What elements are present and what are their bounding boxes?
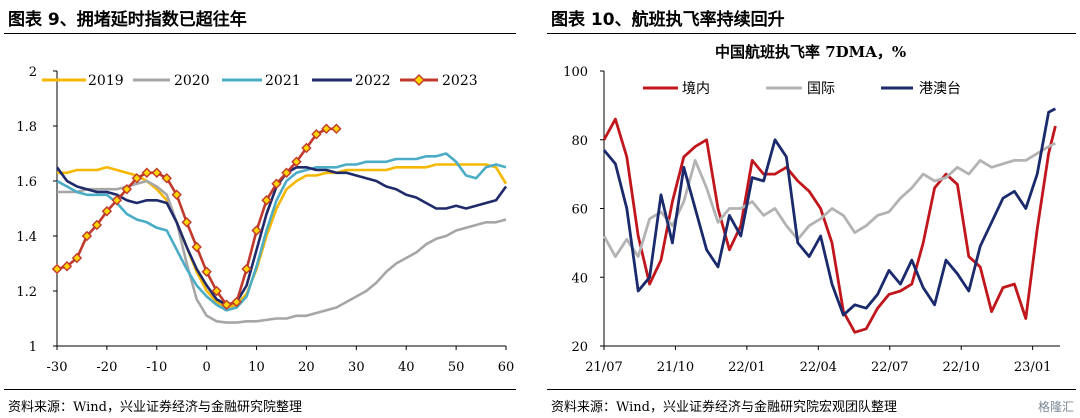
x-tick-label: 20: [298, 360, 315, 375]
y-tick-label: 100: [563, 65, 588, 80]
legend-label-2022: 2022: [355, 73, 391, 89]
legend-label-2020: 2020: [174, 73, 210, 89]
data-point-2023: [311, 129, 322, 140]
data-point-2023: [71, 252, 83, 264]
x-tick-label: 21/07: [585, 360, 622, 375]
y-tick-label: 1.6: [16, 175, 37, 190]
figure-panel-traffic-index: 图表 9、拥堵延时指数已超往年 1 1.2 1.4 1.6 1.8 2 -30 -20 -10 0…: [0, 0, 520, 418]
x-tick-label: 22/10: [942, 360, 979, 375]
source-rule: [4, 389, 516, 390]
data-point-2023: [101, 206, 113, 217]
x-tick-label: 10: [248, 360, 265, 375]
series-line-2019: [57, 163, 508, 309]
y-tick-label: 1.4: [16, 230, 37, 245]
series-line-2020: [57, 179, 507, 324]
x-tick-label: 22/01: [728, 360, 765, 375]
x-tick-label: 60: [498, 360, 515, 375]
watermark-logo: 格隆汇: [1037, 400, 1074, 414]
x-tick-label: 21/10: [657, 360, 694, 375]
data-point-2023: [51, 263, 63, 275]
series-line-境内: [602, 117, 1057, 334]
data-point-2023: [271, 178, 282, 189]
data-point-2023: [261, 195, 272, 206]
y-tick-label: 60: [571, 203, 588, 218]
figure-source: 资料来源：Wind，兴业证券经济与金融研究院整理: [8, 400, 302, 415]
data-point-2023: [281, 167, 292, 178]
data-point-2023: [291, 156, 302, 167]
legend-label-港澳台: 港澳台: [919, 81, 961, 97]
data-point-2023: [251, 225, 262, 236]
legend-label-2021: 2021: [265, 73, 301, 89]
legend-label-2019: 2019: [88, 73, 124, 89]
series-line-国际: [602, 141, 1057, 258]
source-rule: [547, 389, 1076, 390]
figure-panel-flight-rate: 图表 10、航班执飞率持续回升 中国航班执飞率 7DMA，% 20 40 60 80 10…: [543, 0, 1080, 418]
data-point-2023: [301, 142, 312, 154]
data-point-2023: [181, 217, 192, 228]
title-rule: [547, 33, 1076, 34]
data-point-2023: [171, 189, 182, 200]
data-point-2023: [161, 173, 172, 184]
data-point-2023: [151, 167, 162, 178]
x-tick-label: 30: [348, 360, 365, 375]
y-tick-label: 1.2: [16, 285, 37, 300]
x-tick-label: 40: [398, 360, 415, 375]
x-tick-label: -30: [47, 360, 68, 375]
data-point-2023: [201, 266, 212, 277]
data-point-2023: [61, 261, 73, 272]
data-point-2023: [211, 285, 222, 297]
legend-label-国际: 国际: [807, 81, 835, 97]
data-point-2023: [241, 263, 252, 275]
data-point-2023: [321, 123, 332, 134]
y-tick-label: 1.8: [16, 120, 37, 135]
x-tick-label: 22/04: [800, 360, 837, 375]
data-point-2023: [191, 241, 202, 253]
title-rule: [4, 33, 516, 34]
chart-flight-rate: 中国航班执飞率 7DMA，% 20 40 60 80 100 21/07 21/10 22/01…: [563, 43, 1060, 375]
figure-title: 图表 9、拥堵延时指数已超往年: [8, 10, 247, 30]
data-point-2023: [221, 299, 232, 310]
x-tick-label: -20: [96, 360, 117, 375]
y-tick-label: 40: [571, 271, 588, 286]
x-tick-label: 22/07: [871, 360, 908, 375]
figure-title: 图表 10、航班执飞率持续回升: [551, 10, 785, 30]
legend-label-境内: 境内: [682, 81, 710, 97]
y-tick-label: 2: [29, 65, 37, 80]
chart-traffic-index: 1 1.2 1.4 1.6 1.8 2 -30 -20 -10 0 10 20 30 40 50 60 2019…: [16, 65, 515, 375]
legend-label-2023: 2023: [442, 73, 478, 89]
figure-source: 资料来源：Wind，兴业证券经济与金融研究院宏观团队整理: [551, 400, 897, 415]
x-tick-label: 23/01: [1014, 360, 1051, 375]
data-point-2023: [231, 296, 242, 308]
data-point-2023: [121, 184, 133, 195]
series-line-2023: [56, 127, 337, 307]
y-tick-label: 1: [29, 340, 37, 355]
series-line-港澳台: [602, 107, 1057, 317]
legend-marker-2023: [413, 74, 425, 86]
data-point-2023: [81, 230, 93, 242]
data-point-2023: [141, 167, 152, 178]
y-tick-label: 80: [571, 134, 588, 149]
chart-subtitle: 中国航班执飞率 7DMA，%: [715, 43, 906, 61]
data-point-2023: [131, 173, 143, 184]
y-tick-label: 20: [571, 340, 588, 355]
series-line-2021: [56, 152, 507, 312]
x-tick-label: 0: [203, 360, 211, 375]
data-point-2023: [331, 123, 342, 134]
data-point-2023: [111, 195, 123, 206]
data-point-2023: [91, 219, 103, 231]
x-tick-label: -10: [146, 360, 167, 375]
x-tick-label: 50: [448, 360, 465, 375]
